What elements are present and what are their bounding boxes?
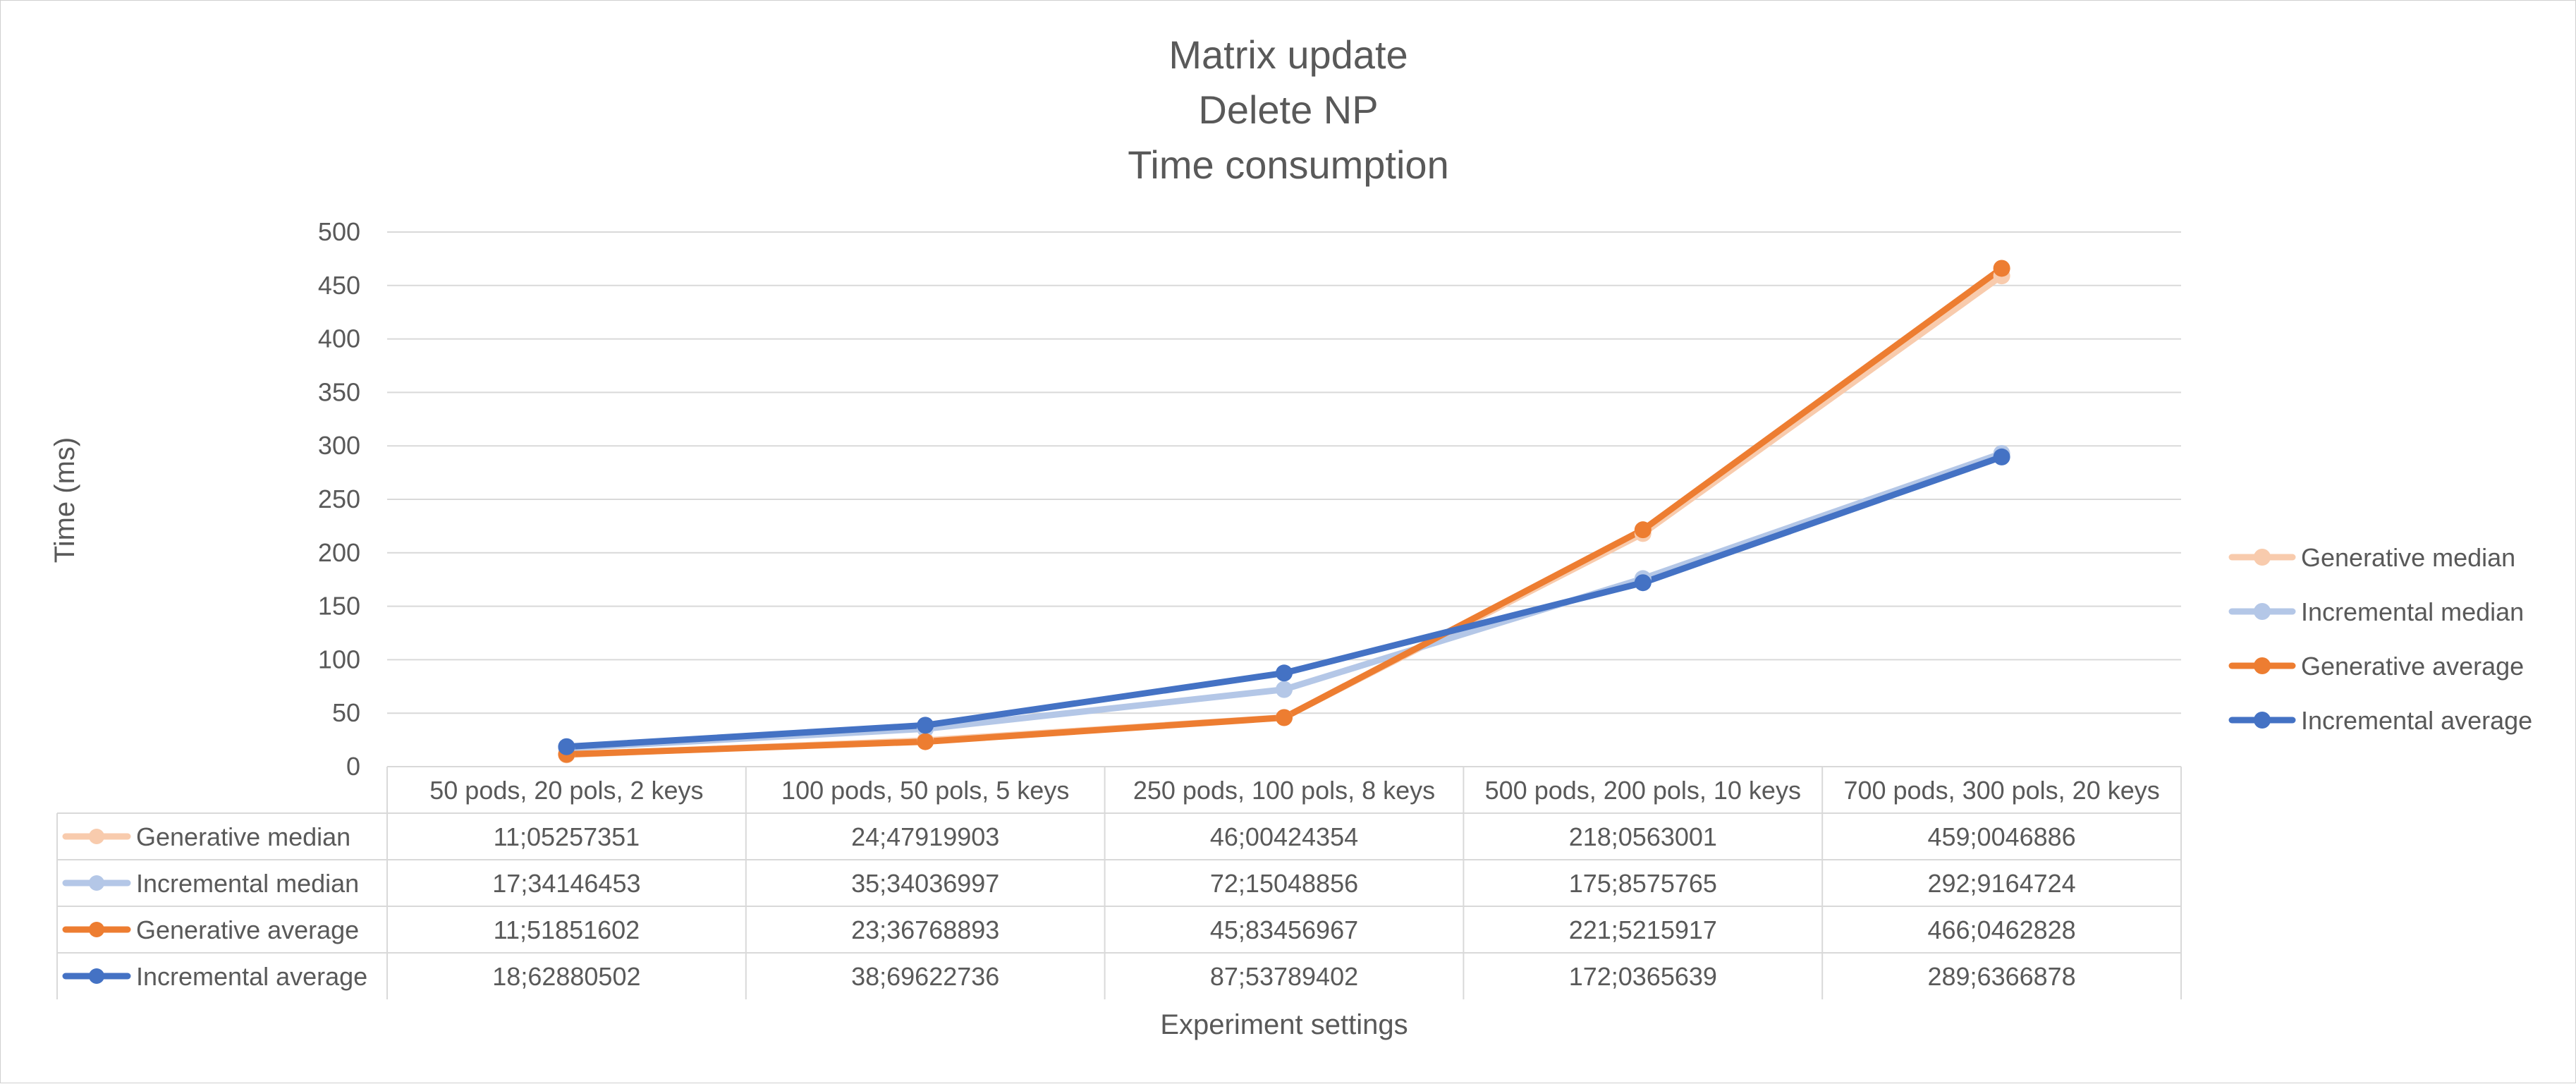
y-tick-label: 250: [318, 485, 360, 513]
legend-key-marker: [2254, 712, 2271, 729]
y-axis-title: Time (ms): [49, 437, 80, 563]
y-tick-label: 0: [346, 752, 360, 781]
table-cell-value: 289;6366878: [1927, 962, 2075, 991]
y-tick-label: 150: [318, 592, 360, 621]
table-legend-key-marker: [89, 875, 104, 891]
gridlines: [387, 231, 2181, 767]
table-cell-value: 175;8575765: [1569, 869, 1717, 898]
table-cell-value: 17;34146453: [492, 869, 640, 898]
x-category-label: 50 pods, 20 pols, 2 keys: [429, 776, 703, 805]
legend-label: Incremental median: [2301, 597, 2524, 626]
table-cell-value: 459;0046886: [1927, 822, 2075, 851]
table-cell-value: 292;9164724: [1927, 869, 2075, 898]
table-cell-value: 72;15048856: [1210, 869, 1358, 898]
x-axis-title: Experiment settings: [1160, 1009, 1408, 1040]
table-cell-value: 11;05257351: [494, 822, 640, 851]
table-cell-value: 45;83456967: [1210, 915, 1358, 944]
data-point: [1993, 260, 2010, 277]
table-series-name: Incremental median: [136, 869, 359, 898]
table-cell-value: 35;34036997: [851, 869, 999, 898]
series-points: [558, 260, 2010, 764]
data-point: [1634, 574, 1652, 592]
table-cell-value: 11;51851602: [494, 915, 640, 944]
chart-title-line-1: Matrix update: [1168, 32, 1408, 77]
data-point: [1276, 664, 1293, 682]
table-cell-value: 87;53789402: [1210, 962, 1358, 991]
chart-title-line-2: Delete NP: [1198, 87, 1378, 132]
y-tick-label: 300: [318, 431, 360, 460]
chart-title: Matrix update Delete NP Time consumption: [1128, 32, 1448, 187]
chart-title-line-3: Time consumption: [1128, 142, 1448, 187]
table-cell-value: 38;69622736: [851, 962, 999, 991]
table-legend-key-marker: [89, 829, 104, 844]
legend-label: Generative average: [2301, 652, 2524, 681]
table-cell-value: 221;5215917: [1569, 915, 1717, 944]
table-cell-value: 23;36768893: [851, 915, 999, 944]
series-line: [563, 450, 2006, 752]
x-category-label: 700 pods, 300 pols, 20 keys: [1843, 776, 2159, 805]
y-tick-label: 500: [318, 217, 360, 246]
data-table: 50 pods, 20 pols, 2 keys 100 pods, 50 pol…: [56, 766, 2182, 999]
table-cell-value: 172;0365639: [1569, 962, 1717, 991]
table-legend-key-marker: [89, 922, 104, 937]
legend-key-marker: [2254, 603, 2271, 620]
x-category-label: 250 pods, 100 pols, 8 keys: [1133, 776, 1435, 805]
table-cell-value: 18;62880502: [492, 962, 640, 991]
data-point: [1276, 709, 1293, 726]
legend-label: Incremental average: [2301, 706, 2532, 735]
y-tick-label: 50: [332, 698, 360, 727]
table-cell-value: 466;0462828: [1927, 915, 2075, 944]
data-point: [1634, 521, 1652, 539]
series-line: [563, 453, 2006, 750]
y-tick-label: 400: [318, 324, 360, 353]
x-category-label: 500 pods, 200 pols, 10 keys: [1485, 776, 1801, 805]
y-axis-ticks: 0 50 100 150 200 250 300 350 400 450 500: [318, 217, 360, 781]
table-legend-key-marker: [89, 968, 104, 984]
data-point: [1276, 681, 1293, 698]
y-tick-label: 100: [318, 645, 360, 674]
data-point: [917, 733, 934, 750]
table-series-name: Generative average: [136, 915, 359, 944]
legend: Generative median Incremental median Gener…: [2228, 543, 2532, 735]
table-series-name: Generative median: [136, 822, 350, 851]
x-category-label: 100 pods, 50 pols, 5 keys: [781, 776, 1069, 805]
data-point: [917, 717, 934, 734]
y-tick-label: 450: [318, 271, 360, 300]
legend-key-marker: [2254, 657, 2271, 674]
table-cell-value: 46;00424354: [1210, 822, 1358, 851]
legend-key-marker: [2254, 549, 2271, 566]
table-cell-value: 218;0563001: [1569, 822, 1717, 851]
data-point: [1993, 448, 2010, 465]
legend-label: Generative median: [2301, 543, 2515, 572]
table-cell-value: 24;47919903: [851, 822, 999, 851]
data-point: [558, 738, 575, 755]
y-tick-label: 200: [318, 538, 360, 567]
table-series-name: Incremental average: [136, 962, 367, 991]
y-tick-label: 350: [318, 377, 360, 406]
